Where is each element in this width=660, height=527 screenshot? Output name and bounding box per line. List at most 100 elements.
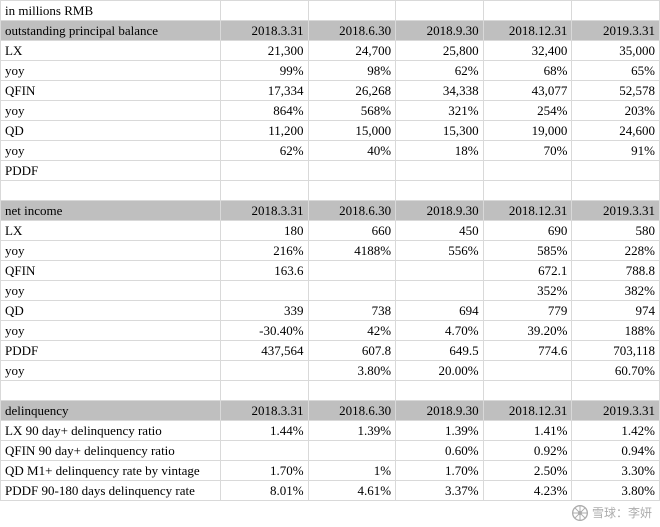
cell: 15,300 bbox=[396, 121, 484, 141]
section-header-row: outstanding principal balance2018.3.3120… bbox=[1, 21, 660, 41]
cell: 1.39% bbox=[396, 421, 484, 441]
data-row: LX180660450690580 bbox=[1, 221, 660, 241]
watermark-text: 雪球：李妍 bbox=[592, 504, 652, 521]
section-heading: net income bbox=[1, 201, 221, 221]
cell: 1.44% bbox=[221, 421, 309, 441]
cell: 43,077 bbox=[483, 81, 572, 101]
row-label: QD M1+ delinquency rate by vintage bbox=[1, 461, 221, 481]
cell bbox=[483, 381, 572, 401]
data-row: yoy216%4188%556%585%228% bbox=[1, 241, 660, 261]
cell: 321% bbox=[396, 101, 484, 121]
cell: 15,000 bbox=[308, 121, 396, 141]
cell: 607.8 bbox=[308, 341, 396, 361]
section-header-row: net income2018.3.312018.6.302018.9.30201… bbox=[1, 201, 660, 221]
date-header: 2018.12.31 bbox=[483, 21, 572, 41]
cell: 4.61% bbox=[308, 481, 396, 501]
data-row: yoy864%568%321%254%203% bbox=[1, 101, 660, 121]
date-header: 2018.9.30 bbox=[396, 21, 484, 41]
cell: 1.70% bbox=[221, 461, 309, 481]
cell: 672.1 bbox=[483, 261, 572, 281]
cell bbox=[483, 161, 572, 181]
cell: 52,578 bbox=[572, 81, 660, 101]
section-heading: delinquency bbox=[1, 401, 221, 421]
cell bbox=[572, 1, 660, 21]
cell: 352% bbox=[483, 281, 572, 301]
cell: 17,334 bbox=[221, 81, 309, 101]
data-row: LX21,30024,70025,80032,40035,000 bbox=[1, 41, 660, 61]
cell: 1% bbox=[308, 461, 396, 481]
cell: 864% bbox=[221, 101, 309, 121]
cell bbox=[308, 1, 396, 21]
cell bbox=[221, 1, 309, 21]
data-row: yoy352%382% bbox=[1, 281, 660, 301]
cell: 2.50% bbox=[483, 461, 572, 481]
row-label bbox=[1, 181, 221, 201]
cell: 649.5 bbox=[396, 341, 484, 361]
cell bbox=[308, 161, 396, 181]
cell: 228% bbox=[572, 241, 660, 261]
cell: 98% bbox=[308, 61, 396, 81]
cell: 99% bbox=[221, 61, 309, 81]
row-label: QD bbox=[1, 301, 221, 321]
cell: 1.42% bbox=[572, 421, 660, 441]
cell: 660 bbox=[308, 221, 396, 241]
cell bbox=[308, 261, 396, 281]
date-header: 2018.3.31 bbox=[221, 201, 309, 221]
cell: 163.6 bbox=[221, 261, 309, 281]
data-table: in millions RMBoutstanding principal bal… bbox=[0, 0, 660, 501]
table-body: in millions RMBoutstanding principal bal… bbox=[1, 1, 660, 501]
data-row: yoy3.80%20.00%60.70% bbox=[1, 361, 660, 381]
date-header: 2018.9.30 bbox=[396, 201, 484, 221]
cell bbox=[221, 441, 309, 461]
cell bbox=[308, 381, 396, 401]
row-label: yoy bbox=[1, 101, 221, 121]
row-label: LX bbox=[1, 41, 221, 61]
cell: 339 bbox=[221, 301, 309, 321]
data-row: QD M1+ delinquency rate by vintage1.70%1… bbox=[1, 461, 660, 481]
cell bbox=[221, 181, 309, 201]
data-row: QFIN17,33426,26834,33843,07752,578 bbox=[1, 81, 660, 101]
data-row: LX 90 day+ delinquency ratio1.44% 1.39% 1.… bbox=[1, 421, 660, 441]
date-header: 2018.3.31 bbox=[221, 21, 309, 41]
cell: 34,338 bbox=[396, 81, 484, 101]
date-header: 2018.6.30 bbox=[308, 201, 396, 221]
cell: 180 bbox=[221, 221, 309, 241]
cell: -30.40% bbox=[221, 321, 309, 341]
data-row: QD339738694779974 bbox=[1, 301, 660, 321]
cell: 694 bbox=[396, 301, 484, 321]
data-row: QFIN163.6672.1788.8 bbox=[1, 261, 660, 281]
cell: 1.70% bbox=[396, 461, 484, 481]
cell bbox=[221, 361, 309, 381]
watermark: 雪球：李妍 bbox=[572, 504, 652, 521]
cell: 4.23% bbox=[483, 481, 572, 501]
data-row: yoy-30.40%42%4.70%39.20%188% bbox=[1, 321, 660, 341]
cell: 450 bbox=[396, 221, 484, 241]
cell: 0.60% bbox=[396, 441, 484, 461]
cell: 3.37% bbox=[396, 481, 484, 501]
row-label: LX 90 day+ delinquency ratio bbox=[1, 421, 221, 441]
cell bbox=[572, 181, 660, 201]
date-header: 2018.12.31 bbox=[483, 201, 572, 221]
cell bbox=[396, 261, 484, 281]
row-label: QFIN bbox=[1, 81, 221, 101]
date-header: 2018.6.30 bbox=[308, 21, 396, 41]
cell bbox=[483, 361, 572, 381]
row-label: yoy bbox=[1, 141, 221, 161]
cell: 24,600 bbox=[572, 121, 660, 141]
date-header: 2019.3.31 bbox=[572, 401, 660, 421]
cell: 556% bbox=[396, 241, 484, 261]
cell: 188% bbox=[572, 321, 660, 341]
cell: 35,000 bbox=[572, 41, 660, 61]
row-label: QFIN bbox=[1, 261, 221, 281]
title-row: in millions RMB bbox=[1, 1, 660, 21]
section-header-row: delinquency2018.3.312018.6.302018.9.3020… bbox=[1, 401, 660, 421]
cell bbox=[483, 1, 572, 21]
cell: 3.80% bbox=[572, 481, 660, 501]
row-label: yoy bbox=[1, 281, 221, 301]
cell: 738 bbox=[308, 301, 396, 321]
row-label: yoy bbox=[1, 241, 221, 261]
cell: 203% bbox=[572, 101, 660, 121]
cell: 25,800 bbox=[396, 41, 484, 61]
data-row: QFIN 90 day+ delinquency ratio0.60%0.92%… bbox=[1, 441, 660, 461]
row-label: PDDF bbox=[1, 161, 221, 181]
